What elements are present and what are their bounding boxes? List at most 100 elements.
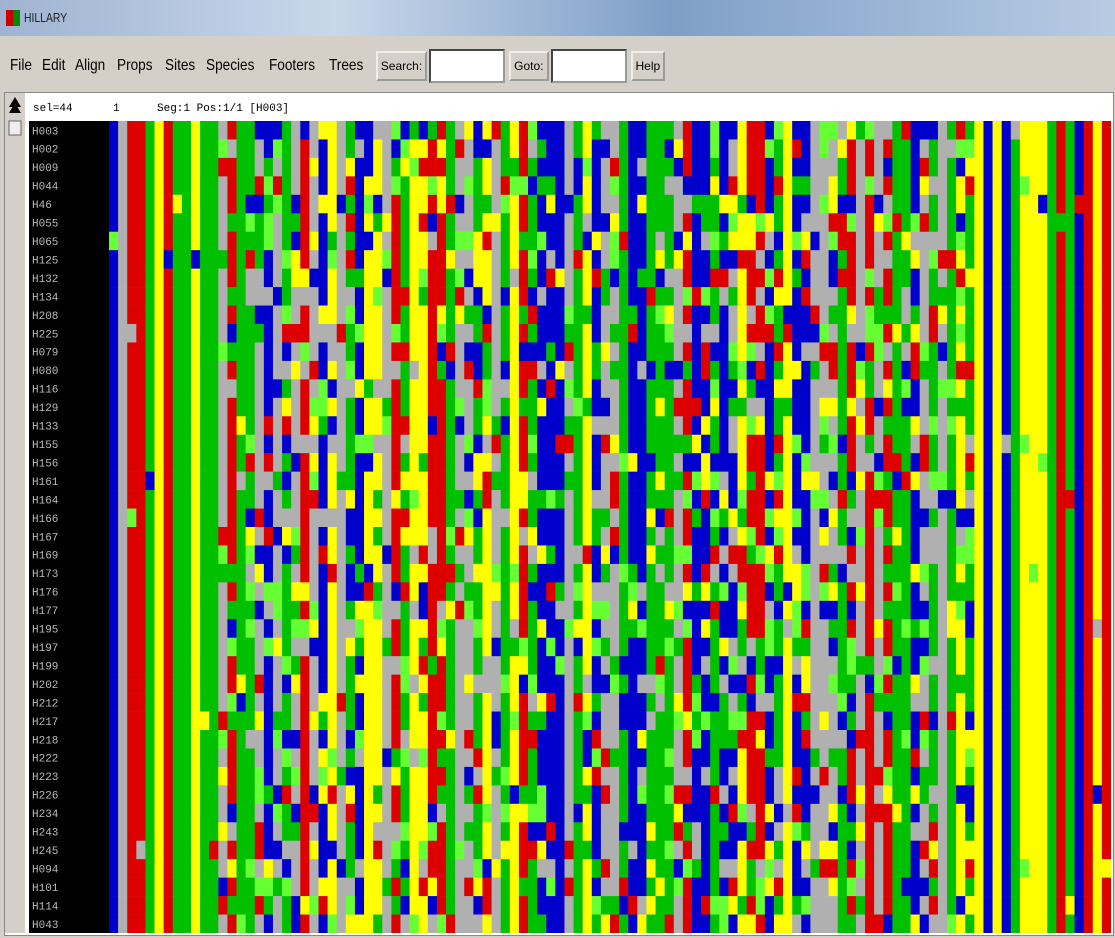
base-cell xyxy=(1010,563,1021,583)
base-cell xyxy=(1083,268,1094,288)
base-cell xyxy=(855,268,866,288)
base-cell xyxy=(883,360,893,380)
base-cell xyxy=(446,674,456,694)
base-cell xyxy=(792,822,802,842)
base-cell xyxy=(418,730,429,749)
base-cell xyxy=(382,342,392,362)
base-cell xyxy=(783,250,793,269)
base-cell xyxy=(218,674,228,694)
base-cell xyxy=(1029,656,1039,675)
base-cell xyxy=(163,379,174,399)
base-cell xyxy=(354,471,365,491)
base-cell xyxy=(883,213,893,233)
base-cell xyxy=(546,360,556,380)
base-cell xyxy=(1038,803,1048,823)
base-cell xyxy=(855,859,866,878)
goto-input[interactable] xyxy=(550,49,627,83)
base-cell xyxy=(792,877,802,897)
menu-item[interactable]: File xyxy=(10,57,32,74)
base-cell xyxy=(783,324,793,343)
base-cell xyxy=(728,250,738,269)
base-cell xyxy=(464,822,474,842)
base-cell xyxy=(1038,453,1048,472)
base-cell xyxy=(309,471,319,491)
base-cell xyxy=(965,342,975,362)
base-cell xyxy=(992,637,1002,657)
base-cell xyxy=(218,453,228,472)
scroll-up[interactable] xyxy=(9,97,21,113)
base-cell xyxy=(546,139,556,159)
base-cell xyxy=(209,730,219,749)
menu-item[interactable]: Props xyxy=(116,57,153,74)
base-cell xyxy=(282,434,292,454)
base-cell xyxy=(773,453,784,472)
base-cell xyxy=(1083,766,1094,786)
base-cell xyxy=(628,840,638,860)
base-cell xyxy=(537,231,547,251)
menu-item[interactable]: Align xyxy=(75,57,106,74)
base-cell xyxy=(464,619,474,639)
search-input[interactable] xyxy=(429,49,506,83)
menu-item[interactable]: Footers xyxy=(269,57,316,74)
base-cell xyxy=(546,711,556,731)
base-cell xyxy=(910,730,921,749)
base-cell xyxy=(500,803,511,823)
base-cell xyxy=(764,896,775,915)
menu-item[interactable]: Species xyxy=(206,57,255,74)
base-cell xyxy=(691,342,702,362)
menu-item[interactable]: Trees xyxy=(329,57,364,74)
menu-item[interactable]: Edit xyxy=(41,57,66,74)
base-cell xyxy=(409,360,420,380)
base-cell xyxy=(1010,213,1021,233)
base-cell xyxy=(892,822,902,842)
search-label[interactable]: Search: xyxy=(375,51,428,81)
base-cell xyxy=(855,840,866,860)
base-cell xyxy=(1083,305,1094,325)
base-cell xyxy=(537,656,547,675)
base-cell xyxy=(701,287,711,306)
base-cell xyxy=(209,674,219,694)
base-cell xyxy=(773,527,784,546)
base-cell xyxy=(154,748,164,768)
base-cell xyxy=(919,563,930,583)
base-cell xyxy=(874,822,884,842)
help-button[interactable]: Help xyxy=(630,51,666,81)
goto-label[interactable]: Goto: xyxy=(509,51,549,81)
base-cell xyxy=(537,877,547,897)
base-cell xyxy=(773,121,784,140)
base-cell xyxy=(455,619,465,639)
base-cell xyxy=(482,582,492,602)
base-cell xyxy=(245,490,256,509)
base-cell xyxy=(291,748,301,768)
base-cell xyxy=(664,582,675,602)
menu-item[interactable]: Sites xyxy=(164,57,195,74)
base-cell xyxy=(382,600,392,620)
base-cell xyxy=(928,268,939,288)
base-cell xyxy=(200,822,210,842)
base-cell xyxy=(427,563,438,583)
base-cell xyxy=(737,250,747,269)
base-cell xyxy=(992,711,1002,731)
base-cell xyxy=(1029,766,1039,786)
sequence-name: H202 xyxy=(32,680,58,692)
base-cell xyxy=(564,877,574,897)
base-cell xyxy=(691,250,702,269)
base-cell xyxy=(610,582,620,602)
base-cell xyxy=(701,268,711,288)
base-cell xyxy=(928,194,939,214)
base-cell xyxy=(691,268,702,288)
base-cell xyxy=(1047,693,1057,712)
base-cell xyxy=(1019,157,1030,177)
base-cell xyxy=(1047,840,1057,860)
scroll-thumb[interactable] xyxy=(8,120,22,136)
base-cell xyxy=(546,379,556,399)
base-cell xyxy=(1010,471,1021,491)
base-cell xyxy=(1065,730,1075,749)
base-cell xyxy=(1065,600,1075,620)
base-cell xyxy=(537,397,547,417)
base-cell xyxy=(482,416,492,436)
base-cell xyxy=(245,840,256,860)
base-cell xyxy=(855,287,866,306)
base-cell xyxy=(109,877,119,897)
base-cell xyxy=(691,360,702,380)
